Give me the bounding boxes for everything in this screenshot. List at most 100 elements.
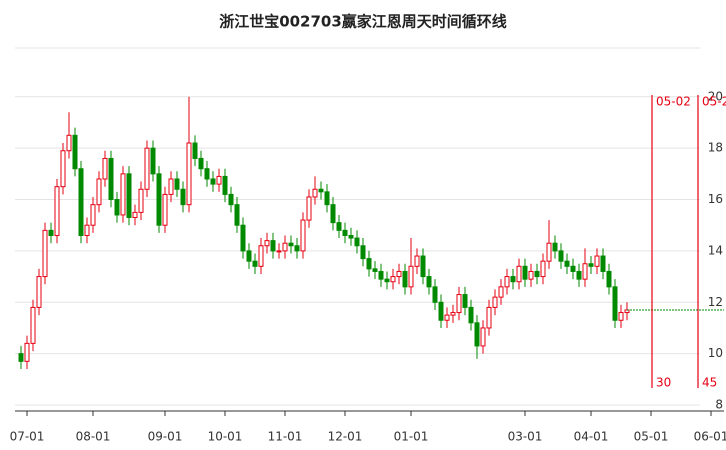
candle-body	[570, 265, 576, 272]
candle-body	[348, 234, 354, 239]
candle-body	[450, 312, 456, 316]
candle-body	[318, 188, 324, 193]
candle-body	[456, 294, 462, 314]
x-tick-label: 07-01	[10, 430, 45, 444]
candle-body	[30, 306, 36, 344]
candle-body	[324, 191, 330, 206]
candle-body	[48, 229, 54, 236]
candle-body	[72, 134, 78, 170]
candle-body	[96, 178, 102, 206]
candle-body	[510, 276, 516, 283]
candle-body	[600, 255, 606, 272]
candle-body	[432, 286, 438, 303]
x-tick-label: 08-01	[76, 430, 111, 444]
candle-body	[516, 265, 522, 283]
candle-body	[36, 276, 42, 308]
candle-body	[402, 270, 408, 288]
candle-body	[330, 204, 336, 224]
candle-body	[444, 314, 450, 321]
candle-body	[528, 270, 534, 280]
candle-body	[252, 260, 258, 267]
candle-body	[594, 255, 600, 267]
candle-body	[414, 255, 420, 267]
x-tick-label: 05-01	[634, 430, 669, 444]
candle-body	[618, 312, 624, 321]
candle-body	[312, 188, 318, 198]
candle-body	[378, 270, 384, 280]
candle-body	[576, 270, 582, 280]
candle-body	[258, 245, 264, 267]
candle-body	[384, 278, 390, 283]
candle-body	[336, 222, 342, 231]
x-tick-label: 10-01	[208, 430, 243, 444]
candle-body	[462, 294, 468, 308]
candle-body	[522, 265, 528, 280]
candle-body	[288, 242, 294, 247]
candle-body	[42, 229, 48, 278]
candle-body	[120, 173, 126, 216]
candle-body	[210, 178, 216, 185]
candle-body	[114, 199, 120, 216]
candle-body	[270, 240, 276, 252]
candle-body	[234, 204, 240, 226]
candle-body	[174, 178, 180, 190]
candle-body	[360, 245, 366, 260]
x-tick-label: 09-01	[148, 430, 183, 444]
candle-body	[216, 175, 222, 185]
x-tick-label: 11-01	[268, 430, 303, 444]
y-tick-label: 18	[708, 141, 723, 155]
candle-body	[204, 168, 210, 180]
candle-body	[354, 237, 360, 247]
candle-body	[492, 296, 498, 308]
candle-body	[276, 250, 282, 253]
candle-body	[102, 157, 108, 180]
candle-body	[552, 242, 558, 252]
candle-body	[132, 211, 138, 219]
candle-body	[162, 193, 168, 226]
x-tick-label: 04-01	[574, 430, 609, 444]
candle-body	[534, 270, 540, 278]
candle-body	[90, 204, 96, 226]
candle-body	[228, 193, 234, 206]
candle-body	[246, 250, 252, 262]
candle-body	[480, 327, 486, 347]
candle-body	[84, 224, 90, 236]
chart-title: 浙江世宝002703嬴家江恩周天时间循环线	[219, 13, 507, 31]
candle-body	[498, 286, 504, 298]
candle-body	[126, 173, 132, 219]
candle-body	[222, 175, 228, 195]
candle-body	[306, 196, 312, 221]
candle-body	[342, 229, 348, 236]
candle-body	[366, 258, 372, 270]
candle-body	[192, 142, 198, 159]
cycle-days: 30	[656, 376, 671, 390]
candle-body	[438, 301, 444, 321]
candle-body	[108, 157, 114, 201]
candle-body	[546, 242, 552, 262]
candle-body	[300, 219, 306, 252]
candle-body	[606, 270, 612, 288]
candle-body	[150, 147, 156, 175]
candle-body	[396, 270, 402, 278]
candle-body	[264, 240, 270, 247]
candle-body	[408, 265, 414, 288]
candle-body	[582, 263, 588, 280]
candle-body	[180, 188, 186, 206]
candle-body	[540, 260, 546, 278]
candle-body	[558, 250, 564, 262]
candle-body	[186, 142, 192, 206]
candle-body	[420, 255, 426, 278]
candle-body	[612, 286, 618, 321]
candle-body	[390, 276, 396, 283]
cycle-days: 45	[702, 376, 717, 390]
x-tick-label: 03-01	[508, 430, 543, 444]
candle-body	[24, 342, 30, 362]
candle-body	[60, 150, 66, 188]
candle-body	[156, 173, 162, 226]
candle-body	[588, 263, 594, 267]
y-tick-label: 16	[708, 192, 723, 206]
candle-body	[468, 306, 474, 324]
y-tick-label: 12	[708, 295, 723, 309]
candle-body	[66, 134, 72, 152]
